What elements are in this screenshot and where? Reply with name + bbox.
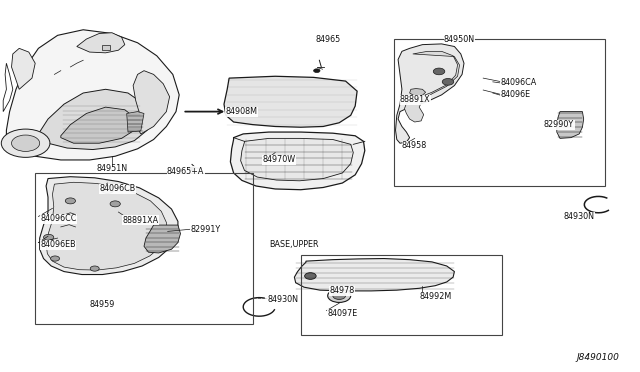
Text: 84950N: 84950N — [444, 35, 475, 44]
Polygon shape — [77, 33, 125, 53]
Polygon shape — [404, 51, 460, 122]
Text: 88891X: 88891X — [400, 95, 431, 104]
Text: 82990Y: 82990Y — [544, 120, 574, 129]
Circle shape — [44, 234, 54, 240]
Polygon shape — [127, 112, 144, 132]
Polygon shape — [230, 132, 365, 190]
Text: 84097E: 84097E — [328, 309, 358, 318]
Polygon shape — [38, 89, 150, 150]
Text: 84992M: 84992M — [419, 292, 451, 301]
Bar — [394, 39, 605, 186]
Polygon shape — [46, 182, 166, 270]
Text: 88891XA: 88891XA — [123, 216, 159, 225]
Circle shape — [433, 68, 445, 75]
Polygon shape — [396, 44, 464, 143]
Circle shape — [65, 198, 76, 204]
Circle shape — [51, 256, 60, 261]
Polygon shape — [557, 112, 584, 138]
Polygon shape — [241, 138, 353, 181]
Text: 84096CC: 84096CC — [40, 214, 77, 223]
Polygon shape — [61, 107, 138, 143]
Polygon shape — [102, 45, 110, 50]
Text: 84951N: 84951N — [97, 164, 127, 173]
Polygon shape — [144, 225, 180, 253]
Text: 84930N: 84930N — [563, 212, 594, 221]
Circle shape — [1, 129, 50, 157]
Polygon shape — [40, 177, 178, 275]
Text: J8490100: J8490100 — [577, 353, 620, 362]
Text: 84959: 84959 — [90, 300, 115, 309]
Text: 84096EB: 84096EB — [40, 240, 76, 249]
Circle shape — [314, 69, 320, 73]
Polygon shape — [12, 48, 35, 89]
Circle shape — [90, 266, 99, 271]
Polygon shape — [294, 259, 454, 291]
Text: 84096CA: 84096CA — [500, 78, 537, 87]
Text: 84965+A: 84965+A — [167, 167, 204, 176]
Circle shape — [328, 289, 351, 302]
Polygon shape — [133, 71, 170, 134]
Text: 84096E: 84096E — [500, 90, 531, 99]
Circle shape — [305, 273, 316, 279]
Bar — [35, 173, 253, 324]
Text: 82991Y: 82991Y — [191, 225, 221, 234]
Text: 84930N: 84930N — [268, 295, 298, 304]
Circle shape — [101, 186, 114, 193]
Polygon shape — [410, 89, 426, 96]
Bar — [301, 255, 502, 335]
Circle shape — [333, 292, 346, 299]
Text: 84096CB: 84096CB — [99, 185, 136, 193]
Text: 84965: 84965 — [315, 35, 340, 44]
Circle shape — [189, 167, 195, 171]
Text: 84958: 84958 — [402, 141, 427, 150]
Text: BASE,UPPER: BASE,UPPER — [269, 240, 318, 249]
Text: 84970W: 84970W — [262, 155, 296, 164]
Text: 84978: 84978 — [330, 286, 355, 295]
Polygon shape — [224, 76, 357, 127]
Polygon shape — [6, 30, 179, 160]
Circle shape — [110, 201, 120, 207]
Text: 84908M: 84908M — [225, 107, 257, 116]
Circle shape — [12, 135, 40, 151]
Circle shape — [442, 78, 454, 85]
